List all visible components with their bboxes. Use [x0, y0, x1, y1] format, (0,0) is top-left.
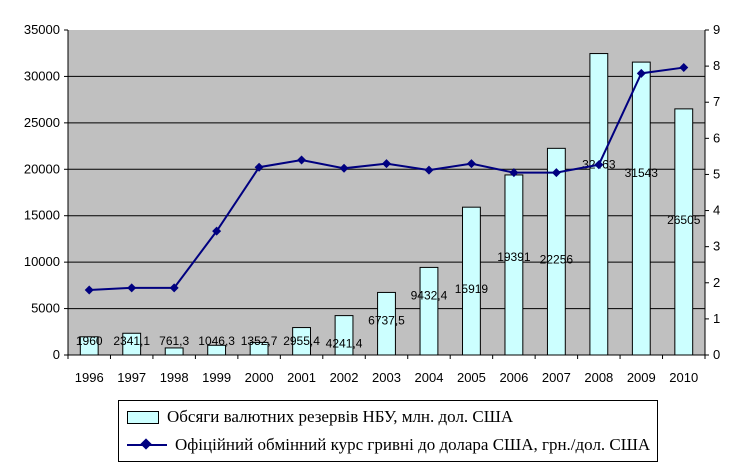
y-right-tick-label: 5 — [713, 166, 720, 181]
y-right-tick-label: 7 — [713, 94, 720, 109]
line-marker — [636, 68, 646, 78]
y-right-tick-label: 2 — [713, 275, 720, 290]
bar — [504, 174, 524, 356]
bar — [164, 347, 184, 356]
legend-label-reserves: Обсяги валютних резервів НБУ, млн. дол. … — [167, 407, 514, 426]
bar-value-label: 19391 — [497, 250, 531, 264]
x-tick-label: 2002 — [330, 370, 359, 385]
bar-value-label: 15919 — [455, 282, 489, 296]
y-left-tick-label: 10000 — [24, 254, 60, 269]
y-right-tick-label: 9 — [713, 22, 720, 37]
y-right-tick-label: 4 — [713, 203, 720, 218]
x-tick-label: 1998 — [160, 370, 189, 385]
line-marker — [466, 159, 476, 169]
bar-value-label: 2341,1 — [113, 334, 150, 348]
legend: Обсяги валютних резервів НБУ, млн. дол. … — [118, 400, 658, 462]
bar — [674, 108, 694, 356]
x-tick-label: 2003 — [372, 370, 401, 385]
x-tick-label: 1999 — [202, 370, 231, 385]
bar — [419, 266, 439, 356]
y-right-tick-label: 1 — [713, 311, 720, 326]
x-tick-label: 2010 — [669, 370, 698, 385]
y-right-tick-label: 0 — [713, 347, 720, 362]
x-tick-label: 2000 — [245, 370, 274, 385]
bar-value-label: 6737,5 — [368, 313, 405, 327]
bar-value-label: 4241,4 — [326, 337, 363, 351]
legend-line-swatch — [127, 438, 167, 452]
line-marker — [254, 162, 264, 172]
line-marker — [297, 155, 307, 165]
bar-value-label: 761,3 — [159, 334, 189, 348]
line-marker — [127, 283, 137, 293]
bar-value-label: 1960 — [76, 334, 103, 348]
y-left-tick-label: 0 — [53, 347, 60, 362]
x-tick-label: 1996 — [75, 370, 104, 385]
bar-value-label: 31543 — [625, 166, 659, 180]
y-right-tick-label: 6 — [713, 130, 720, 145]
bar-value-label: 26505 — [667, 213, 701, 227]
line-marker — [339, 163, 349, 173]
x-tick-label: 2009 — [627, 370, 656, 385]
line-marker — [679, 63, 689, 73]
line-marker — [594, 160, 604, 170]
x-tick-label: 2007 — [542, 370, 571, 385]
y-left-tick-label: 20000 — [24, 161, 60, 176]
line-marker — [84, 285, 94, 295]
x-tick-label: 2006 — [499, 370, 528, 385]
bar — [589, 53, 609, 356]
x-tick-label: 2001 — [287, 370, 316, 385]
x-tick-label: 2005 — [457, 370, 486, 385]
line-marker — [382, 159, 391, 169]
bar-value-label: 2955,4 — [283, 334, 320, 348]
x-tick-label: 2004 — [415, 370, 444, 385]
y-left-tick-label: 30000 — [24, 68, 60, 83]
line-marker — [424, 165, 434, 175]
line-marker — [212, 226, 222, 236]
bar-value-label: 22256 — [540, 252, 574, 266]
legend-label-rate: Офіційний обмінний курс гривні до долара… — [175, 435, 651, 454]
y-left-tick-label: 15000 — [24, 208, 60, 223]
y-right-tick-label: 3 — [713, 239, 720, 254]
legend-item-rate: Офіційний обмінний курс гривні до долара… — [127, 433, 650, 457]
x-tick-label: 2008 — [584, 370, 613, 385]
y-left-tick-label: 25000 — [24, 115, 60, 130]
y-right-tick-label: 8 — [713, 58, 720, 73]
y-left-tick-label: 35000 — [24, 22, 60, 37]
line-marker — [169, 283, 179, 293]
bar — [462, 206, 481, 356]
bar-value-label: 1046,3 — [198, 334, 235, 348]
bar — [631, 61, 651, 356]
line-marker — [509, 168, 519, 178]
legend-bar-swatch — [127, 410, 159, 424]
bar-value-label: 9432,4 — [411, 288, 448, 302]
x-tick-label: 1997 — [117, 370, 146, 385]
legend-item-reserves: Обсяги валютних резервів НБУ, млн. дол. … — [127, 405, 513, 429]
bar-value-label: 1352,7 — [241, 334, 278, 348]
y-left-tick-label: 5000 — [31, 301, 60, 316]
line-marker — [551, 168, 561, 178]
